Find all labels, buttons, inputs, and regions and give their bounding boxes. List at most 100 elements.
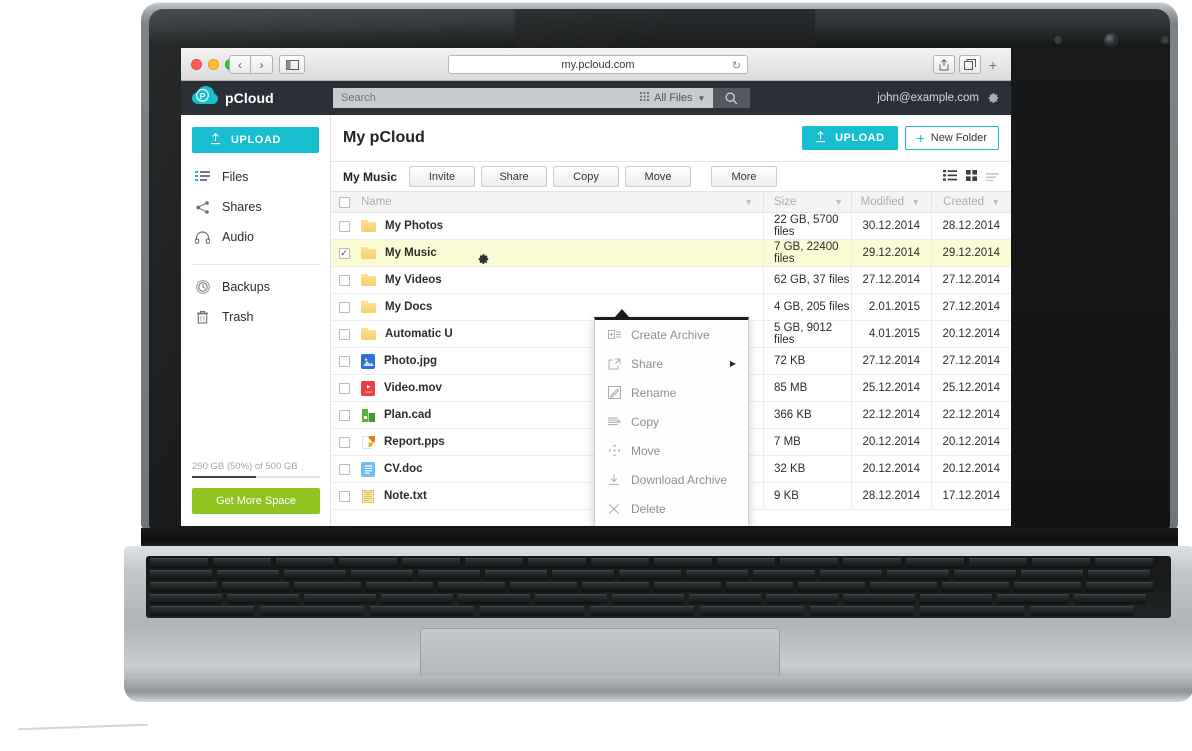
list-view-icon[interactable] — [943, 168, 957, 186]
laptop-keyboard — [146, 556, 1171, 618]
chevron-down-icon: ▼ — [744, 197, 753, 207]
row-file-name: Video.mov — [384, 382, 442, 394]
minimize-window-button[interactable] — [208, 59, 219, 70]
grid-view-icon[interactable] — [966, 168, 977, 186]
context-menu-item-folder-info[interactable]: Folder info — [595, 523, 748, 526]
context-menu-item-copy[interactable]: Copy — [595, 407, 748, 436]
search-button[interactable] — [713, 88, 751, 108]
context-menu-item-delete[interactable]: Delete — [595, 494, 748, 523]
share-icon[interactable] — [933, 55, 955, 74]
sidebar-item-trash[interactable]: Trash — [181, 302, 330, 332]
row-name-cell[interactable]: CV.doc — [357, 461, 763, 477]
table-row[interactable]: Note.txt 9 KB 28.12.2014 17.12.2014 — [331, 483, 1011, 510]
new-folder-button[interactable]: + New Folder — [904, 126, 999, 150]
row-checkbox[interactable] — [331, 463, 357, 475]
row-checkbox[interactable] — [331, 436, 357, 448]
invite-button[interactable]: Invite — [409, 166, 475, 187]
search-scope-selector[interactable]: All Files ▼ — [638, 88, 714, 108]
breadcrumb[interactable]: My Music — [343, 169, 398, 184]
back-button[interactable]: ‹ — [229, 55, 251, 74]
row-checkbox[interactable] — [331, 328, 357, 340]
page-title: My pCloud — [343, 129, 425, 146]
user-area[interactable]: john@example.com — [877, 81, 1000, 115]
row-name-cell[interactable]: My Videos — [357, 274, 763, 286]
close-window-button[interactable] — [191, 59, 202, 70]
column-header-size[interactable]: Size ▼ — [763, 192, 851, 212]
row-name-cell[interactable]: Photo.jpg — [357, 353, 763, 369]
share-button[interactable]: Share — [481, 166, 547, 187]
get-more-space-button[interactable]: Get More Space — [192, 488, 320, 514]
table-row[interactable]: My Videos 62 GB, 37 files 27.12.2014 27.12.… — [331, 267, 1011, 294]
folder-icon — [361, 247, 376, 259]
upload-button[interactable]: UPLOAD — [802, 126, 898, 150]
new-tab-button[interactable]: + — [988, 56, 998, 73]
browser-right-controls[interactable]: + — [933, 55, 1001, 74]
search-input[interactable] — [333, 88, 638, 108]
row-size: 366 KB — [763, 402, 851, 428]
row-modified: 20.12.2014 — [851, 456, 931, 482]
gear-icon[interactable] — [987, 90, 1000, 106]
context-menu-item-download-archive[interactable]: Download Archive — [595, 465, 748, 494]
row-created: 20.12.2014 — [931, 321, 1011, 347]
row-name-cell[interactable]: My Docs — [357, 301, 763, 313]
row-name-cell[interactable]: Report.pps — [357, 435, 763, 450]
row-name-cell[interactable]: My Photos — [357, 220, 763, 232]
navigation-buttons[interactable]: ‹ › — [229, 55, 273, 74]
table-row[interactable]: My Docs 4 GB, 205 files 2.01.2015 27.12.201… — [331, 294, 1011, 321]
table-row[interactable]: My Photos 22 GB, 5700 files 30.12.2014 28.1… — [331, 213, 1011, 240]
address-bar[interactable]: my.pcloud.com ↻ — [448, 55, 748, 74]
sidebar-item-files[interactable]: Files — [181, 162, 330, 192]
context-menu-item-share[interactable]: Share ▶ — [595, 349, 748, 378]
browser-window: ‹ › my.pcloud.com ↻ + — [181, 48, 1011, 526]
context-menu-item-move[interactable]: Move — [595, 436, 748, 465]
row-checkbox[interactable] — [331, 382, 357, 394]
row-name-cell[interactable]: Video.mov — [357, 380, 763, 396]
sidebar-item-backups[interactable]: Backups — [181, 272, 330, 302]
column-header-name[interactable]: Name ▼ — [357, 196, 763, 208]
text-file-icon — [361, 489, 375, 504]
row-checkbox[interactable] — [331, 355, 357, 367]
context-menu-item-create-archive[interactable]: Create Archive — [595, 320, 748, 349]
context-menu-item-rename[interactable]: Rename — [595, 378, 748, 407]
row-name-cell[interactable]: My Music — [357, 247, 763, 264]
sidebar-item-audio[interactable]: Audio — [181, 222, 330, 252]
context-menu-item-label: Create Archive — [631, 327, 710, 342]
folder-icon — [361, 328, 376, 340]
more-button[interactable]: More — [711, 166, 777, 187]
row-modified: 29.12.2014 — [851, 240, 931, 266]
sidebar-upload-button[interactable]: UPLOAD — [192, 127, 319, 153]
row-gear-icon[interactable] — [477, 251, 490, 267]
sidebar-toggle-icon[interactable] — [279, 55, 305, 74]
column-header-modified[interactable]: Modified ▼ — [851, 192, 931, 212]
row-checkbox[interactable] — [331, 274, 357, 286]
sidebar-item-shares[interactable]: Shares — [181, 192, 330, 222]
forward-button[interactable]: › — [251, 55, 273, 74]
row-name-cell[interactable]: Automatic U — [357, 328, 763, 340]
table-row[interactable]: Plan.cad 366 KB 22.12.2014 22.12.2014 — [331, 402, 1011, 429]
row-checkbox[interactable] — [331, 220, 357, 232]
chevron-down-icon: ▼ — [911, 197, 920, 207]
row-file-name: Report.pps — [384, 436, 445, 448]
row-checkbox[interactable] — [331, 409, 357, 421]
row-checkbox[interactable] — [331, 301, 357, 313]
tabs-icon[interactable] — [959, 55, 981, 74]
row-checkbox[interactable] — [331, 490, 357, 502]
move-button[interactable]: Move — [625, 166, 691, 187]
brand[interactable]: P pCloud — [181, 86, 331, 110]
row-size: 7 MB — [763, 429, 851, 455]
surface-shadow — [18, 723, 148, 731]
select-all-checkbox[interactable] — [331, 196, 357, 208]
context-menu-item-label: Copy — [631, 414, 660, 429]
copy-button[interactable]: Copy — [553, 166, 619, 187]
reload-icon[interactable]: ↻ — [731, 60, 741, 72]
column-header-created[interactable]: Created ▼ — [931, 192, 1011, 212]
folder-icon — [361, 220, 376, 232]
row-name-cell[interactable]: Plan.cad — [357, 408, 763, 423]
upload-arrow-icon — [815, 130, 826, 146]
compact-view-icon[interactable] — [986, 168, 999, 186]
row-checkbox[interactable] — [331, 247, 357, 259]
row-name-cell[interactable]: Note.txt — [357, 489, 763, 504]
sidebar-nav: Files Shares — [181, 162, 330, 332]
document-file-icon — [361, 461, 375, 477]
